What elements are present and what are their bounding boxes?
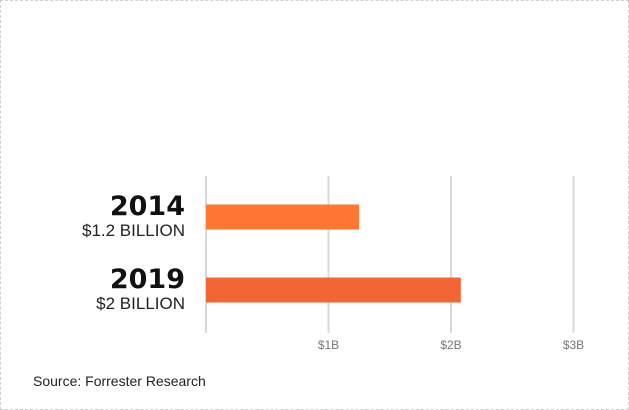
gridlines bbox=[205, 176, 575, 333]
x-tick-labels: $1B $2B $3B bbox=[318, 338, 584, 352]
x-tick-label: $2B bbox=[440, 338, 461, 352]
bar-2014 bbox=[206, 204, 360, 230]
category-label: 2019 bbox=[110, 264, 185, 295]
x-tick-label: $3B bbox=[563, 338, 584, 352]
category-label: 2014 bbox=[110, 191, 185, 222]
category-sublabel: $2 BILLION bbox=[96, 294, 185, 313]
bar-2019 bbox=[206, 277, 461, 303]
source-note: Source: Forrester Research bbox=[33, 373, 206, 389]
category-labels: 2014$1.2 BILLION 2019$2 BILLION bbox=[82, 191, 185, 313]
bar-chart: 2014$1.2 BILLION 2019$2 BILLION $1B $2B $3B bbox=[82, 176, 584, 352]
category-sublabel: $1.2 BILLION bbox=[82, 221, 185, 240]
x-tick-label: $1B bbox=[318, 338, 339, 352]
bars bbox=[206, 204, 461, 303]
